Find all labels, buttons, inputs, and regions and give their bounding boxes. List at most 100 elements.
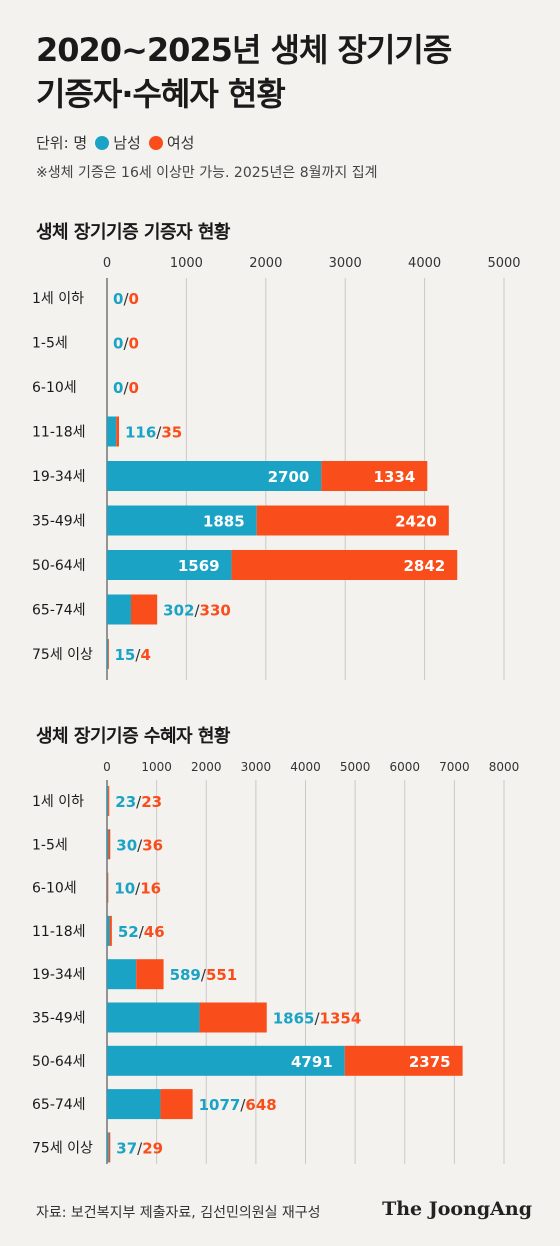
data-label-pair: 0/0 xyxy=(113,335,139,353)
data-label-pair: 37/29 xyxy=(116,1139,163,1157)
bar-male xyxy=(107,1089,161,1120)
bar-female xyxy=(130,594,158,625)
bar-female xyxy=(231,550,458,580)
bar-male xyxy=(107,1045,345,1076)
data-label-pair: 52/46 xyxy=(118,923,165,941)
category-label: 1세 이하 xyxy=(32,794,84,810)
x-tick-label: 6000 xyxy=(389,760,420,774)
x-tick-label: 3000 xyxy=(241,760,272,774)
category-label: 19-34세 xyxy=(32,967,86,983)
category-label: 1세 이하 xyxy=(32,291,84,307)
data-label-male: 1885 xyxy=(203,513,245,531)
category-label: 65-74세 xyxy=(32,1097,86,1113)
x-tick-label: 5000 xyxy=(487,256,520,271)
data-label-pair: 0/0 xyxy=(113,290,139,308)
bar-male xyxy=(107,829,109,860)
x-tick-label: 0 xyxy=(103,760,111,774)
category-label: 75세 이상 xyxy=(32,1140,93,1156)
bar-female xyxy=(136,959,164,990)
bar-female xyxy=(109,915,112,946)
female-legend-dot xyxy=(148,135,163,150)
category-label: 11-18세 xyxy=(32,425,86,441)
data-label-pair: 15/4 xyxy=(115,646,151,664)
category-label: 35-49세 xyxy=(32,514,86,530)
bar-male xyxy=(107,915,110,946)
data-label-pair: 30/36 xyxy=(116,836,163,854)
category-label: 19-34세 xyxy=(32,469,86,485)
recipient-chart: 0 1000 2000 3000 4000 5000 6000 7000 8000 1세 이하 23… xyxy=(32,760,520,1164)
category-label: 6-10세 xyxy=(32,380,77,396)
data-label-pair: 1865/1354 xyxy=(273,1010,362,1028)
data-label-male: 1569 xyxy=(178,557,220,575)
bar-female xyxy=(256,505,449,536)
category-label: 65-74세 xyxy=(32,603,86,619)
x-tick-label: 2000 xyxy=(249,256,282,271)
bar-female xyxy=(108,639,109,669)
female-legend-label: 여성 xyxy=(166,134,195,152)
data-label-pair: 116/35 xyxy=(125,424,182,442)
x-tick-label: 1000 xyxy=(141,760,172,774)
data-label-male: 4791 xyxy=(291,1053,333,1071)
category-label: 75세 이상 xyxy=(32,647,93,663)
x-tick-label: 4000 xyxy=(408,256,441,271)
footnote: ※생체 기증은 16세 이상만 가능. 2025년은 8월까지 집계 xyxy=(36,165,378,181)
bar-male xyxy=(107,872,108,903)
x-tick-label: 4000 xyxy=(290,760,321,774)
x-tick-label: 5000 xyxy=(340,760,371,774)
male-legend-dot xyxy=(95,135,110,150)
x-tick-label: 1000 xyxy=(170,256,203,271)
bar-male xyxy=(107,505,257,536)
bar-male xyxy=(107,1002,200,1033)
recipient-chart-title: 생체 장기기증 수혜자 현황 xyxy=(36,726,230,747)
x-tick-label: 7000 xyxy=(439,760,470,774)
category-label: 50-64세 xyxy=(32,1054,86,1070)
donor-chart: 0 1000 2000 3000 4000 5000 1세 이하 0/0 1-5세 0/0 6-10… xyxy=(32,256,521,680)
x-tick-label: 8000 xyxy=(489,760,520,774)
category-label: 50-64세 xyxy=(32,558,86,574)
source-note: 자료: 보건복지부 제출자료, 김선민의원실 재구성 xyxy=(36,1205,321,1221)
category-label: 6-10세 xyxy=(32,881,77,897)
category-label: 1-5세 xyxy=(32,336,68,352)
x-tick-label: 2000 xyxy=(191,760,222,774)
bar-male xyxy=(107,959,137,990)
legend: 단위: 명 남성 여성 xyxy=(36,132,194,153)
title-line-1: 2020~2025년 생체 장기기증 xyxy=(36,31,452,69)
bar-female xyxy=(107,872,109,903)
brand-logo: The JoongAng xyxy=(382,1198,532,1220)
page-title: 2020~2025년 생체 장기기증 기증자·수혜자 현황 xyxy=(36,28,536,116)
bar-female xyxy=(108,829,111,860)
data-label-female: 2420 xyxy=(395,513,437,531)
bar-male xyxy=(107,416,117,447)
data-label-pair: 10/16 xyxy=(114,880,161,898)
data-label-pair: 302/330 xyxy=(163,602,231,620)
category-label: 1-5세 xyxy=(32,837,68,853)
data-label-pair: 589/551 xyxy=(170,966,238,984)
bar-female xyxy=(108,786,110,816)
bar-male xyxy=(107,550,232,580)
title-line-2: 기증자·수혜자 현황 xyxy=(36,75,286,113)
bar-male xyxy=(107,594,131,625)
bar-female xyxy=(108,1132,111,1163)
bar-female xyxy=(160,1089,193,1120)
unit-label: 단위: 명 xyxy=(36,134,88,152)
data-label-male: 2700 xyxy=(268,468,310,486)
bar-male xyxy=(107,639,109,669)
male-legend-label: 남성 xyxy=(113,134,141,152)
data-label-pair: 23/23 xyxy=(115,793,162,811)
x-tick-label: 0 xyxy=(103,256,111,271)
bar-female xyxy=(321,461,428,491)
data-label-female: 2375 xyxy=(409,1053,451,1071)
bar-female xyxy=(199,1002,267,1033)
bar-male xyxy=(107,461,322,491)
bar-male xyxy=(107,1132,109,1163)
x-tick-label: 3000 xyxy=(329,256,362,271)
data-label-pair: 1077/648 xyxy=(199,1096,277,1114)
data-label-female: 1334 xyxy=(374,468,416,486)
data-label-female: 2842 xyxy=(403,557,445,575)
category-label: 11-18세 xyxy=(32,924,86,940)
bar-female xyxy=(344,1045,463,1076)
data-label-pair: 0/0 xyxy=(113,379,139,397)
bar-female xyxy=(116,416,119,447)
category-label: 35-49세 xyxy=(32,1011,86,1027)
donor-chart-title: 생체 장기기증 기증자 현황 xyxy=(36,222,230,243)
